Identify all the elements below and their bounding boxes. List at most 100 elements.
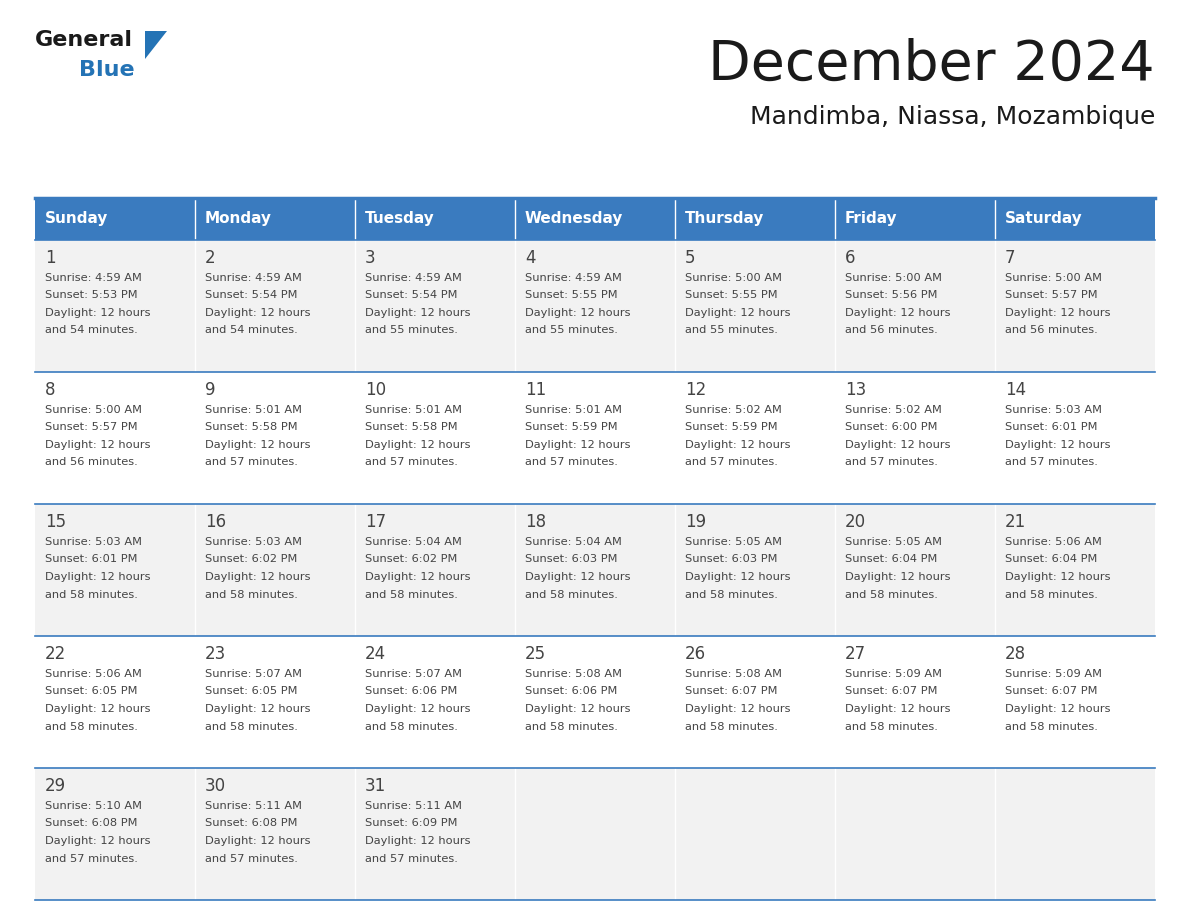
Text: Sunrise: 4:59 AM: Sunrise: 4:59 AM [206, 273, 302, 283]
Text: Daylight: 12 hours: Daylight: 12 hours [365, 308, 470, 318]
Text: and 57 minutes.: and 57 minutes. [685, 457, 778, 467]
Text: Thursday: Thursday [685, 211, 764, 227]
Text: Daylight: 12 hours: Daylight: 12 hours [1005, 440, 1111, 450]
Text: and 55 minutes.: and 55 minutes. [365, 326, 457, 335]
Text: Sunrise: 5:07 AM: Sunrise: 5:07 AM [206, 669, 302, 679]
Text: Daylight: 12 hours: Daylight: 12 hours [365, 836, 470, 846]
Text: and 58 minutes.: and 58 minutes. [1005, 589, 1098, 599]
Text: Daylight: 12 hours: Daylight: 12 hours [685, 572, 790, 582]
Text: 5: 5 [685, 249, 695, 267]
Text: Sunset: 6:07 PM: Sunset: 6:07 PM [845, 687, 937, 697]
Text: Sunrise: 5:04 AM: Sunrise: 5:04 AM [365, 537, 462, 547]
Text: Daylight: 12 hours: Daylight: 12 hours [1005, 704, 1111, 714]
Text: Sunrise: 5:11 AM: Sunrise: 5:11 AM [365, 801, 462, 811]
Text: and 55 minutes.: and 55 minutes. [525, 326, 618, 335]
Text: and 58 minutes.: and 58 minutes. [365, 589, 457, 599]
Text: Daylight: 12 hours: Daylight: 12 hours [525, 440, 631, 450]
Bar [34, 198, 1155, 240]
Text: 29: 29 [45, 777, 67, 795]
Text: Sunset: 6:01 PM: Sunset: 6:01 PM [1005, 422, 1098, 432]
Text: Daylight: 12 hours: Daylight: 12 hours [685, 704, 790, 714]
Text: Daylight: 12 hours: Daylight: 12 hours [206, 440, 310, 450]
Text: Daylight: 12 hours: Daylight: 12 hours [365, 704, 470, 714]
Text: Sunrise: 5:05 AM: Sunrise: 5:05 AM [685, 537, 782, 547]
Text: Sunrise: 5:08 AM: Sunrise: 5:08 AM [525, 669, 623, 679]
Text: and 57 minutes.: and 57 minutes. [365, 457, 457, 467]
Text: Daylight: 12 hours: Daylight: 12 hours [45, 704, 151, 714]
Text: 12: 12 [685, 381, 706, 399]
Text: Sunset: 6:03 PM: Sunset: 6:03 PM [525, 554, 618, 565]
Text: Sunset: 6:04 PM: Sunset: 6:04 PM [845, 554, 937, 565]
Text: Daylight: 12 hours: Daylight: 12 hours [45, 440, 151, 450]
Text: 13: 13 [845, 381, 866, 399]
Text: Daylight: 12 hours: Daylight: 12 hours [525, 308, 631, 318]
Text: Wednesday: Wednesday [525, 211, 624, 227]
Text: and 58 minutes.: and 58 minutes. [845, 589, 937, 599]
Text: Sunrise: 5:09 AM: Sunrise: 5:09 AM [1005, 669, 1102, 679]
Text: and 57 minutes.: and 57 minutes. [845, 457, 937, 467]
Text: Daylight: 12 hours: Daylight: 12 hours [685, 308, 790, 318]
Text: Sunrise: 5:00 AM: Sunrise: 5:00 AM [685, 273, 782, 283]
Text: Tuesday: Tuesday [365, 211, 435, 227]
Text: 26: 26 [685, 645, 706, 663]
Text: 28: 28 [1005, 645, 1026, 663]
Text: and 57 minutes.: and 57 minutes. [206, 457, 298, 467]
Text: and 58 minutes.: and 58 minutes. [525, 589, 618, 599]
Text: Sunset: 6:02 PM: Sunset: 6:02 PM [206, 554, 297, 565]
Text: Sunset: 6:03 PM: Sunset: 6:03 PM [685, 554, 777, 565]
Text: Sunset: 6:06 PM: Sunset: 6:06 PM [365, 687, 457, 697]
Text: and 57 minutes.: and 57 minutes. [45, 854, 138, 864]
Text: Sunrise: 5:01 AM: Sunrise: 5:01 AM [365, 405, 462, 415]
Text: Daylight: 12 hours: Daylight: 12 hours [365, 572, 470, 582]
Text: Sunset: 5:57 PM: Sunset: 5:57 PM [1005, 290, 1098, 300]
Text: Daylight: 12 hours: Daylight: 12 hours [365, 440, 470, 450]
Text: Sunset: 5:58 PM: Sunset: 5:58 PM [206, 422, 298, 432]
Text: Sunrise: 5:02 AM: Sunrise: 5:02 AM [685, 405, 782, 415]
Polygon shape [145, 31, 168, 59]
Text: Sunrise: 5:11 AM: Sunrise: 5:11 AM [206, 801, 302, 811]
Text: Sunset: 5:57 PM: Sunset: 5:57 PM [45, 422, 138, 432]
Text: Sunrise: 5:00 AM: Sunrise: 5:00 AM [45, 405, 143, 415]
Text: Sunrise: 5:00 AM: Sunrise: 5:00 AM [1005, 273, 1102, 283]
Text: 15: 15 [45, 513, 67, 531]
Text: 8: 8 [45, 381, 56, 399]
Text: Sunrise: 5:01 AM: Sunrise: 5:01 AM [525, 405, 623, 415]
Text: and 58 minutes.: and 58 minutes. [365, 722, 457, 732]
Text: and 56 minutes.: and 56 minutes. [45, 457, 138, 467]
Text: Daylight: 12 hours: Daylight: 12 hours [45, 836, 151, 846]
Text: Sunrise: 5:03 AM: Sunrise: 5:03 AM [1005, 405, 1102, 415]
Text: Sunrise: 5:10 AM: Sunrise: 5:10 AM [45, 801, 143, 811]
Text: 23: 23 [206, 645, 226, 663]
Text: Mandimba, Niassa, Mozambique: Mandimba, Niassa, Mozambique [750, 105, 1155, 129]
Text: 27: 27 [845, 645, 866, 663]
Text: Sunset: 6:08 PM: Sunset: 6:08 PM [206, 819, 297, 829]
Bar [34, 636, 1155, 768]
Text: Daylight: 12 hours: Daylight: 12 hours [525, 572, 631, 582]
Text: Sunset: 5:54 PM: Sunset: 5:54 PM [206, 290, 297, 300]
Text: Sunset: 5:59 PM: Sunset: 5:59 PM [685, 422, 778, 432]
Text: and 57 minutes.: and 57 minutes. [525, 457, 618, 467]
Text: Sunset: 5:55 PM: Sunset: 5:55 PM [525, 290, 618, 300]
Text: 1: 1 [45, 249, 56, 267]
Text: 21: 21 [1005, 513, 1026, 531]
Text: Saturday: Saturday [1005, 211, 1082, 227]
Text: 16: 16 [206, 513, 226, 531]
Text: 2: 2 [206, 249, 216, 267]
Bar [34, 372, 1155, 504]
Text: Sunrise: 5:09 AM: Sunrise: 5:09 AM [845, 669, 942, 679]
Text: Sunrise: 5:05 AM: Sunrise: 5:05 AM [845, 537, 942, 547]
Text: Daylight: 12 hours: Daylight: 12 hours [845, 440, 950, 450]
Text: Blue: Blue [78, 60, 134, 80]
Text: Sunset: 6:00 PM: Sunset: 6:00 PM [845, 422, 937, 432]
Text: 18: 18 [525, 513, 546, 531]
Text: Daylight: 12 hours: Daylight: 12 hours [845, 572, 950, 582]
Text: and 58 minutes.: and 58 minutes. [206, 722, 298, 732]
Text: and 58 minutes.: and 58 minutes. [1005, 722, 1098, 732]
Text: 24: 24 [365, 645, 386, 663]
Text: 9: 9 [206, 381, 215, 399]
Text: Sunset: 6:01 PM: Sunset: 6:01 PM [45, 554, 138, 565]
Text: 6: 6 [845, 249, 855, 267]
Text: and 55 minutes.: and 55 minutes. [685, 326, 778, 335]
Text: 11: 11 [525, 381, 546, 399]
Text: 7: 7 [1005, 249, 1016, 267]
